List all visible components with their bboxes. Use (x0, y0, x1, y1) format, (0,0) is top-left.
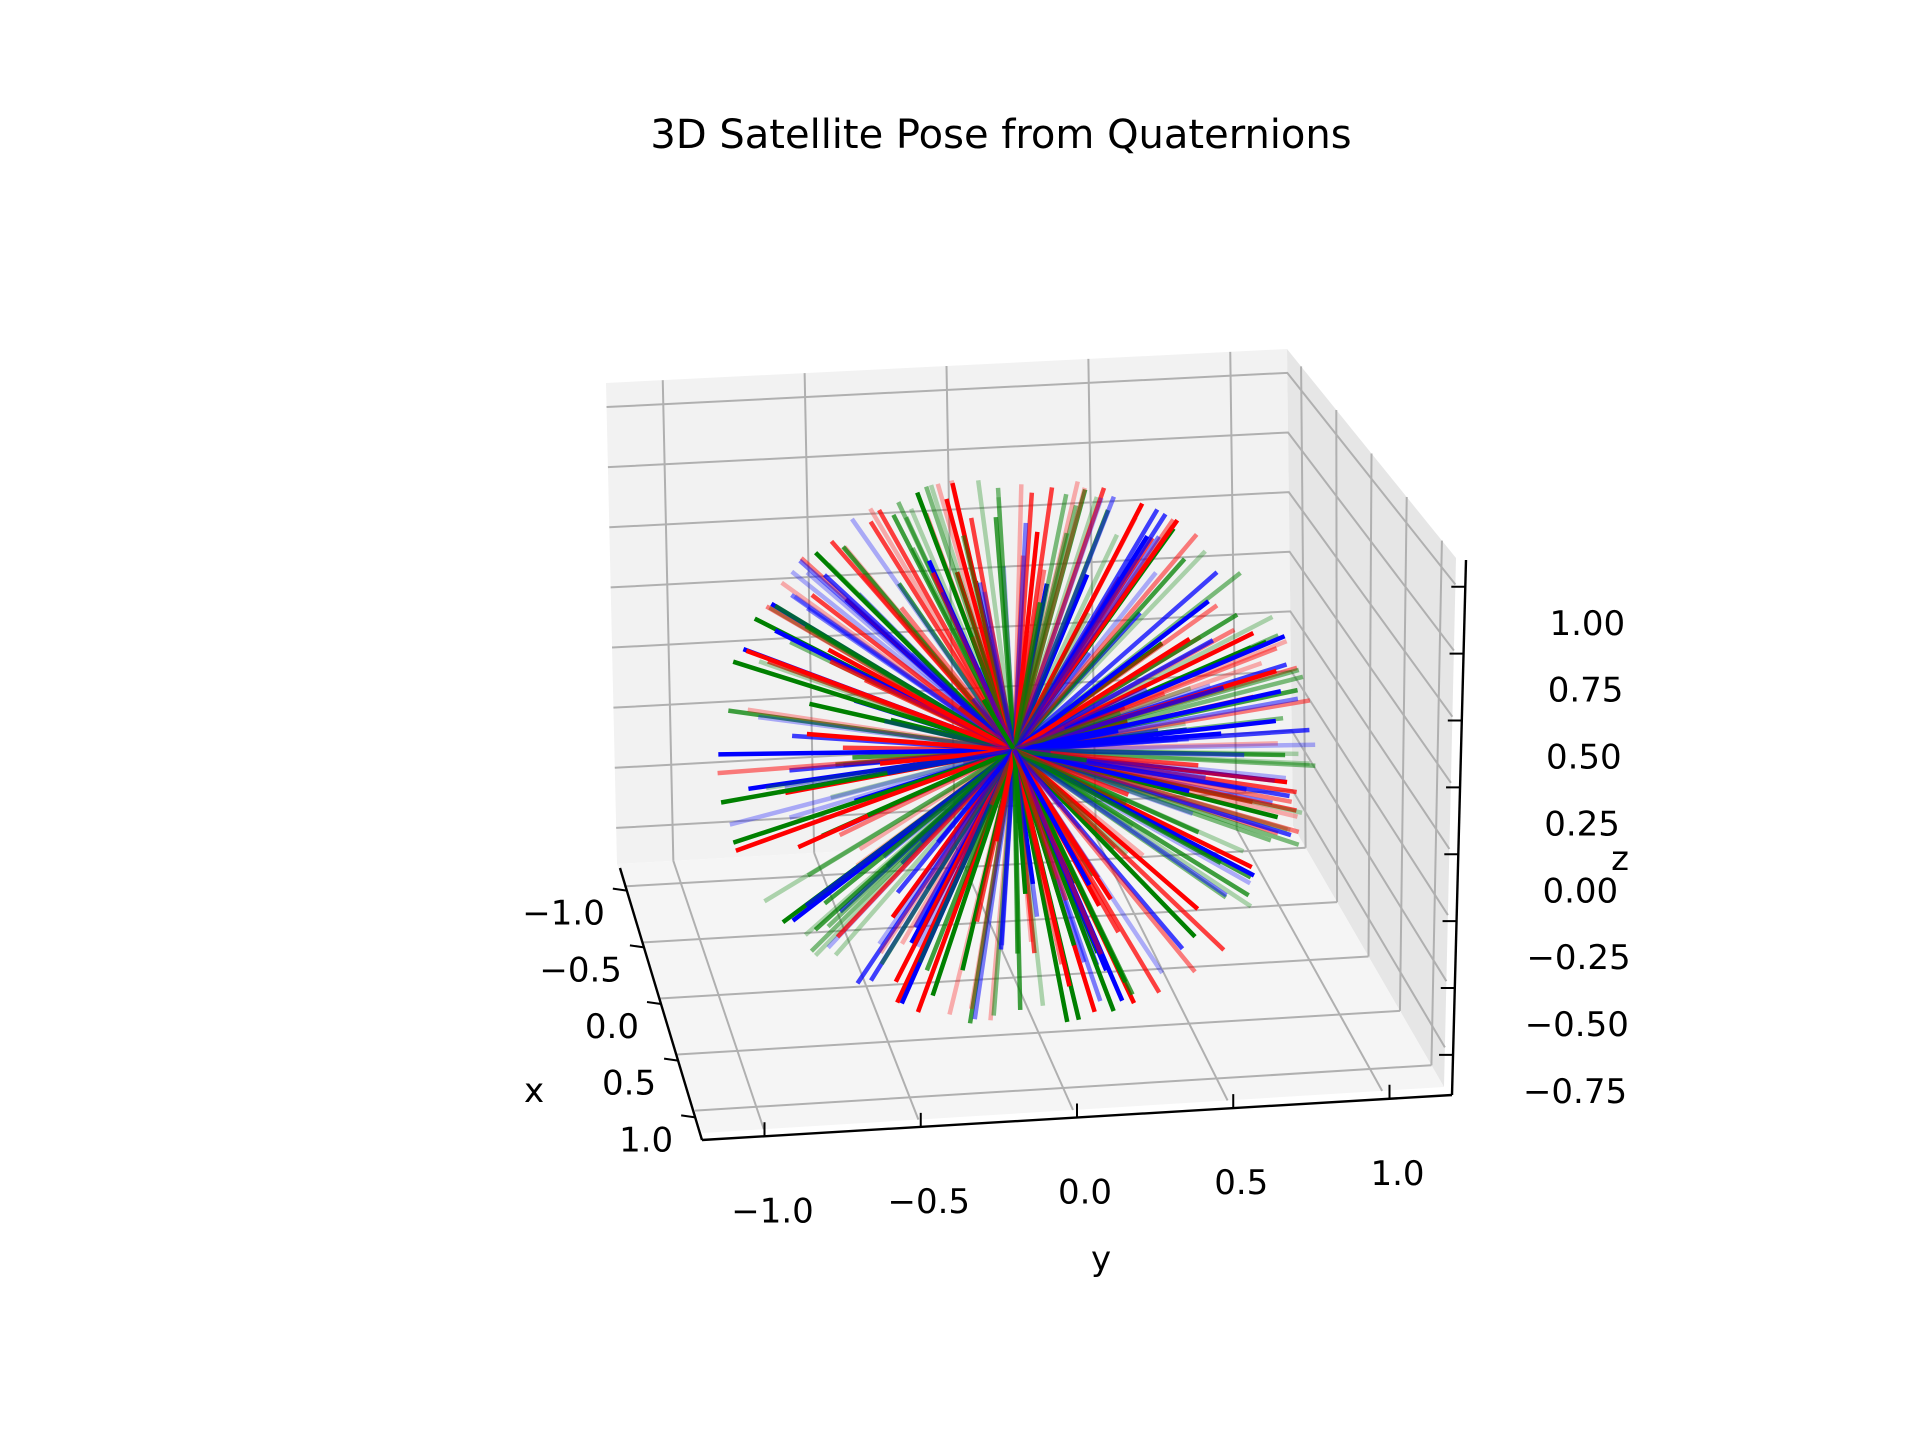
x-tick-mark (647, 1002, 661, 1004)
z-axis-label: z (1611, 839, 1629, 879)
z-tick-label: −0.75 (1523, 1072, 1627, 1112)
y-axis-label: y (1091, 1239, 1111, 1279)
x-tick-label: 0.0 (585, 1007, 639, 1047)
x-tick-label: 0.5 (602, 1064, 656, 1104)
x-tick-mark (630, 945, 644, 947)
y-tick-label: 1.0 (1370, 1154, 1424, 1194)
z-tick-label: 0.00 (1542, 871, 1618, 911)
z-tick-label: −0.50 (1525, 1005, 1629, 1045)
grid-line (1336, 410, 1337, 902)
x-tick-label: −1.0 (522, 894, 605, 934)
y-tick-label: 0.5 (1214, 1163, 1268, 1203)
x-axis-label: x (524, 1071, 544, 1111)
x-tick-label: −0.5 (539, 950, 622, 990)
y-tick-label: 0.0 (1058, 1173, 1112, 1213)
x-tick-mark (664, 1059, 678, 1061)
x-tick-mark (681, 1115, 695, 1117)
y-tick-label: −1.0 (731, 1191, 814, 1231)
y-tick-label: −0.5 (887, 1182, 970, 1222)
z-tick-label: −0.25 (1526, 938, 1630, 978)
z-tick-label: 0.25 (1544, 804, 1620, 844)
chart-title: 3D Satellite Pose from Quaternions (650, 112, 1351, 158)
z-tick-label: 1.00 (1549, 604, 1625, 644)
x-tick-label: 1.0 (619, 1120, 673, 1160)
z-tick-label: 0.75 (1548, 671, 1624, 711)
x-tick-mark (613, 889, 627, 891)
z-tick-label: 0.50 (1546, 738, 1622, 778)
